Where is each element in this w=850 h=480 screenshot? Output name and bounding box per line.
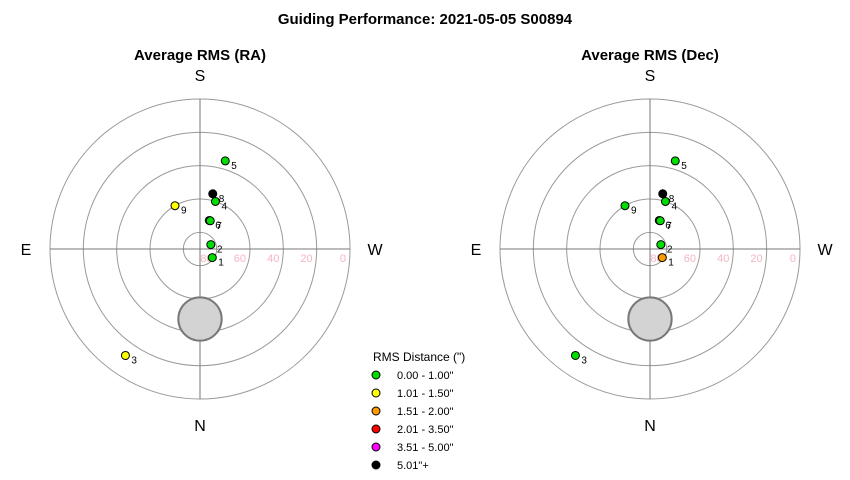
legend-marker (371, 442, 381, 452)
dec-data-point-label: 8 (669, 194, 675, 205)
legend-label: 1.01 - 1.50" (397, 388, 454, 400)
dec-data-point-label: 4 (671, 201, 677, 212)
ra-data-point (208, 189, 218, 199)
legend-marker (371, 388, 381, 398)
dec-data-point (656, 240, 666, 250)
ra-data-point (210, 196, 220, 206)
dec-data-point-label: 1 (668, 258, 674, 269)
ra-compass-north: N (194, 418, 206, 435)
legend-label: 0.00 - 1.00" (397, 370, 454, 382)
ra-grid (49, 98, 351, 400)
ra-data-point-label: 7 (216, 221, 222, 232)
ra-compass-west: W (367, 242, 383, 259)
legend-marker (371, 424, 381, 434)
dec-data-point (655, 216, 665, 226)
ra-obstruction-region (177, 296, 223, 342)
ra-data-point-label: 3 (131, 355, 137, 366)
ra-data-point-label: 2 (217, 245, 223, 256)
figure-title: Guiding Performance: 2021-05-05 S00894 (278, 11, 573, 28)
dec-ring-tick-label: 0 (790, 253, 796, 265)
ra-data-point-label: 1 (218, 258, 224, 269)
dec-data-point-label: 2 (667, 245, 673, 256)
dec-grid (499, 98, 801, 400)
ra-data-point-label: 4 (221, 201, 227, 212)
dec-data-point-label: 9 (631, 206, 637, 217)
legend-label: 1.51 - 2.00" (397, 406, 454, 418)
ra-data-point (220, 156, 230, 166)
ra-data-point (205, 216, 215, 226)
dec-compass-north: N (644, 418, 656, 435)
dec-polar-panel: Average RMS (Dec) S N E W 80 60 40 20 012345… (471, 47, 834, 435)
ra-ring-tick-label: 60 (234, 253, 246, 265)
ra-data-point-label: 9 (181, 206, 187, 217)
ra-data-point (206, 240, 216, 250)
ra-compass-south: S (195, 68, 206, 85)
dec-data-point-label: 3 (581, 355, 587, 366)
ra-data-point (120, 350, 130, 360)
legend-title: RMS Distance (") (373, 350, 465, 364)
legend-label: 2.01 - 3.50" (397, 424, 454, 436)
ra-panel-title: Average RMS (RA) (134, 47, 266, 64)
ra-data-point-label: 8 (219, 194, 225, 205)
dec-data-point (570, 350, 580, 360)
dec-data-point-label: 7 (666, 221, 672, 232)
dec-ring-tick-label: 20 (750, 253, 762, 265)
rms-legend: RMS Distance (") 0.00 - 1.00" 1.01 - 1.50… (371, 350, 465, 472)
ra-polar-panel: Average RMS (RA) S N E W 80 60 40 20 0123456… (21, 47, 384, 435)
dec-panel-title: Average RMS (Dec) (581, 47, 719, 64)
ra-ring-tick-label: 40 (267, 253, 279, 265)
dec-data-point (658, 189, 668, 199)
dec-compass-east: E (471, 242, 482, 259)
dec-obstruction-region (627, 296, 673, 342)
dec-data-point-label: 5 (681, 161, 687, 172)
dec-data-point (657, 253, 667, 263)
legend-label: 3.51 - 5.00" (397, 442, 454, 454)
dec-data-point (670, 156, 680, 166)
dec-compass-south: S (645, 68, 656, 85)
ra-data-point (207, 253, 217, 263)
legend-label: 5.01"+ (397, 460, 429, 472)
dec-data-point-label: 6 (665, 220, 671, 231)
legend-marker (371, 460, 381, 470)
dec-data-point (620, 201, 630, 211)
dec-compass-west: W (817, 242, 833, 259)
dec-data-point (660, 196, 670, 206)
ra-data-point (170, 201, 180, 211)
ra-ring-tick-label: 20 (300, 253, 312, 265)
legend-marker (371, 370, 381, 380)
legend-marker (371, 406, 381, 416)
ra-data-point-label: 5 (231, 161, 237, 172)
ra-data-point-label: 6 (215, 220, 221, 231)
dec-ring-tick-label: 60 (684, 253, 696, 265)
ra-compass-east: E (21, 242, 32, 259)
ra-ring-tick-label: 0 (340, 253, 346, 265)
dec-ring-tick-label: 40 (717, 253, 729, 265)
